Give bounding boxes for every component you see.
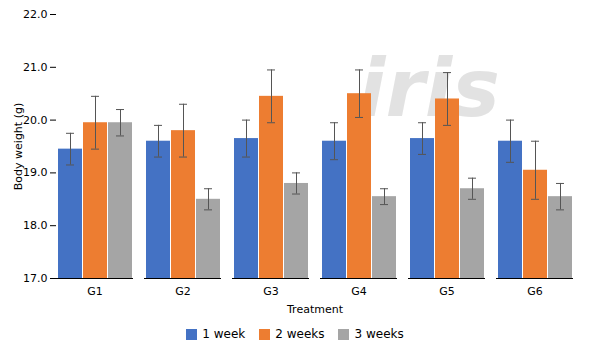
svg-text:Treatment: Treatment — [286, 303, 344, 316]
svg-text:G1: G1 — [87, 285, 103, 298]
svg-text:21.0: 21.0 — [23, 61, 48, 74]
html-text:iris: iris — [358, 41, 500, 135]
svg-text:19.0: 19.0 — [23, 166, 48, 179]
html-text:1 week: 1 week — [202, 327, 246, 341]
html-text:3 weeks: 3 weeks — [354, 327, 404, 341]
svg-text:G4: G4 — [351, 285, 367, 298]
svg-text:Body weight (g): Body weight (g) — [12, 103, 25, 190]
svg-text:17.0: 17.0 — [23, 272, 48, 285]
svg-text:G2: G2 — [175, 285, 191, 298]
html-text:2 weeks: 2 weeks — [275, 327, 325, 341]
svg-text:22.0: 22.0 — [23, 8, 48, 21]
svg-text:G5: G5 — [439, 285, 455, 298]
svg-text:20.0: 20.0 — [23, 114, 48, 127]
svg-text:G6: G6 — [527, 285, 543, 298]
svg-text:18.0: 18.0 — [23, 219, 48, 232]
svg-text:G3: G3 — [263, 285, 279, 298]
